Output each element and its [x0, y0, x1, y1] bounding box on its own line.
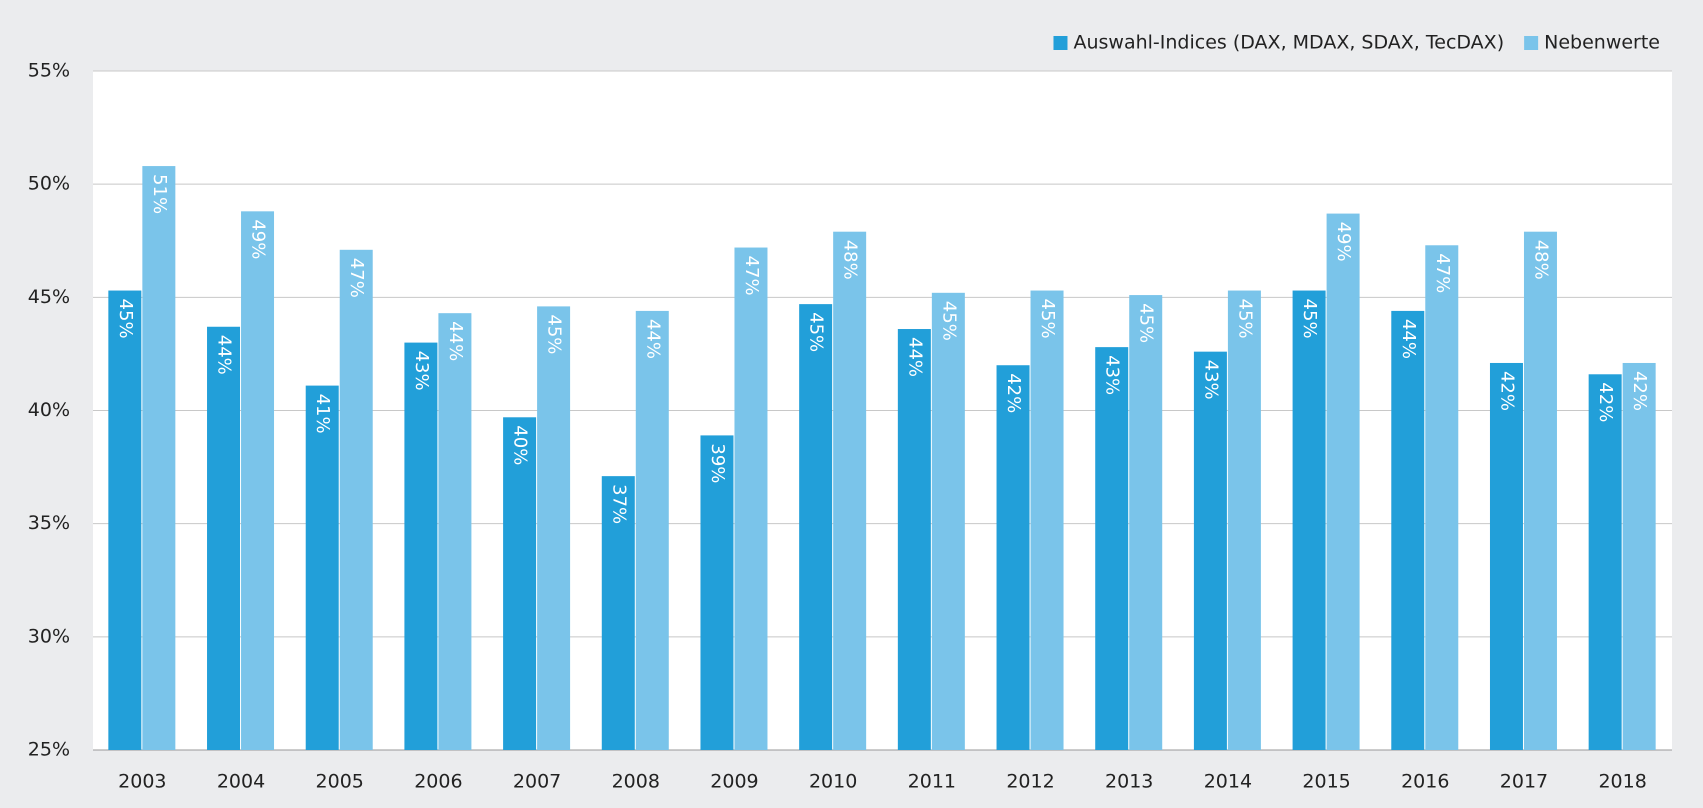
bar — [108, 290, 142, 750]
x-tick-label: 2018 — [1598, 771, 1646, 793]
x-tick-label: 2012 — [1006, 771, 1054, 793]
x-tick-label: 2010 — [809, 771, 857, 793]
x-tick-label: 2006 — [414, 771, 462, 793]
legend-swatch — [1053, 36, 1068, 50]
value-label: 47% — [346, 258, 367, 298]
bar — [1095, 347, 1129, 750]
x-tick-label: 2013 — [1105, 771, 1153, 793]
bar — [1193, 351, 1227, 750]
bar — [1292, 290, 1326, 750]
legend-label: Auswahl-Indices (DAX, MDAX, SDAX, TecDAX… — [1073, 32, 1504, 54]
x-tick-label: 2007 — [513, 771, 561, 793]
bar — [1622, 362, 1656, 750]
bar — [1489, 362, 1523, 750]
bar — [1326, 213, 1360, 751]
bar — [1227, 290, 1261, 750]
value-label: 43% — [1200, 360, 1221, 400]
value-label: 47% — [1432, 253, 1453, 293]
bar — [799, 304, 833, 750]
value-label: 45% — [1299, 299, 1320, 339]
bar — [996, 365, 1030, 750]
y-tick-label: 30% — [28, 625, 70, 647]
value-label: 45% — [806, 312, 827, 352]
bar — [305, 385, 339, 750]
x-tick-label: 2008 — [612, 771, 660, 793]
y-tick-label: 45% — [28, 286, 70, 308]
value-label: 44% — [1398, 319, 1419, 359]
value-label: 44% — [445, 321, 466, 361]
bar — [1588, 374, 1622, 750]
bar — [897, 329, 931, 750]
x-tick-label: 2003 — [118, 771, 166, 793]
bar — [833, 231, 867, 751]
value-label: 48% — [1530, 240, 1551, 280]
value-label: 45% — [1037, 299, 1058, 339]
x-tick-label: 2005 — [316, 771, 364, 793]
bar — [635, 310, 669, 750]
value-label: 42% — [1595, 382, 1616, 422]
value-label: 49% — [248, 219, 269, 259]
bar — [1523, 231, 1557, 751]
bar — [734, 247, 768, 751]
bar — [207, 326, 241, 750]
legend-swatch — [1524, 36, 1539, 50]
value-label: 48% — [840, 240, 861, 280]
bar — [503, 417, 537, 750]
value-label: 41% — [312, 394, 333, 434]
bar — [1425, 245, 1459, 750]
value-label: 45% — [938, 301, 959, 341]
value-label: 43% — [1102, 355, 1123, 395]
x-tick-label: 2016 — [1401, 771, 1449, 793]
y-tick-label: 35% — [28, 512, 70, 534]
value-label: 42% — [1629, 371, 1650, 411]
y-tick-label: 40% — [28, 399, 70, 421]
value-label: 49% — [1333, 222, 1354, 262]
value-label: 37% — [608, 484, 629, 524]
value-label: 40% — [510, 425, 531, 465]
value-label: 45% — [1136, 303, 1157, 343]
bar — [438, 313, 472, 750]
bar — [404, 342, 438, 750]
x-tick-label: 2011 — [908, 771, 956, 793]
bar — [537, 306, 571, 750]
value-label: 45% — [1234, 299, 1255, 339]
value-label: 45% — [544, 314, 565, 354]
bar — [241, 211, 275, 750]
x-tick-label: 2009 — [710, 771, 758, 793]
bar — [1391, 310, 1425, 750]
x-tick-label: 2014 — [1204, 771, 1252, 793]
bar — [339, 249, 373, 750]
bar — [700, 435, 734, 750]
bar — [931, 292, 965, 750]
x-tick-label: 2004 — [217, 771, 265, 793]
value-label: 43% — [411, 351, 432, 391]
value-label: 44% — [214, 335, 235, 375]
legend-label: Nebenwerte — [1544, 32, 1660, 54]
value-label: 44% — [904, 337, 925, 377]
value-label: 45% — [115, 299, 136, 339]
y-tick-label: 25% — [28, 739, 70, 761]
y-tick-label: 50% — [28, 173, 70, 195]
bar — [1030, 290, 1064, 750]
x-tick-label: 2015 — [1302, 771, 1350, 793]
value-label: 42% — [1496, 371, 1517, 411]
value-label: 44% — [642, 319, 663, 359]
value-label: 51% — [149, 174, 170, 214]
value-label: 47% — [741, 256, 762, 296]
bar — [1129, 295, 1163, 750]
x-tick-label: 2017 — [1500, 771, 1548, 793]
value-label: 39% — [707, 443, 728, 483]
bar — [142, 166, 176, 750]
value-label: 42% — [1003, 373, 1024, 413]
y-tick-label: 55% — [28, 60, 70, 82]
bar — [601, 476, 635, 750]
